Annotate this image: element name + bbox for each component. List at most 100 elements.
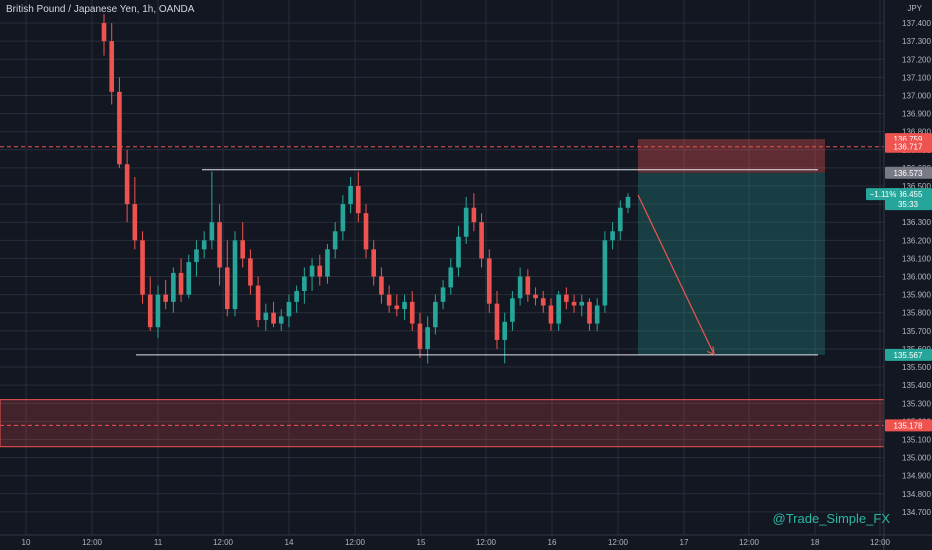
candle-body: [217, 222, 222, 268]
x-tick-label: 14: [285, 538, 294, 547]
y-tick-label: 136.900: [902, 110, 931, 119]
candle-body: [140, 240, 145, 295]
candle-body: [294, 291, 299, 302]
candle-body: [486, 258, 492, 304]
candle-body: [617, 207, 623, 232]
candle-body: [479, 222, 484, 259]
candle-body: [594, 305, 600, 324]
candle-body: [517, 276, 523, 299]
candle-body: [240, 240, 246, 259]
price-axis[interactable]: 137.400 137.300 137.200 137.100 137.000 136.9…: [883, 0, 931, 550]
y-tick-label: 136.000: [902, 273, 931, 282]
candle-body: [286, 301, 292, 317]
candle-body: [325, 249, 330, 277]
price-badge: [885, 140, 932, 153]
candles: [101, 14, 631, 364]
candle-body: [448, 267, 454, 288]
candle-body: [571, 301, 577, 306]
candle-body: [363, 213, 369, 250]
candle-body: [109, 41, 115, 92]
candle-body: [232, 240, 238, 310]
candle-body: [502, 321, 508, 340]
candle-body: [379, 276, 384, 295]
price-badge: [885, 419, 932, 432]
y-tick-label: 136.200: [902, 236, 931, 245]
watermark: @Trade_Simple_FX: [772, 511, 890, 526]
candle-body: [271, 312, 276, 324]
y-tick-label: 134.900: [902, 472, 931, 481]
candle-body: [525, 276, 531, 295]
candle-body: [540, 298, 546, 306]
candle-body: [117, 91, 122, 165]
zones: [0, 139, 885, 448]
candle-body: [386, 294, 392, 306]
candle-body: [302, 276, 307, 292]
y-tick-label: 137.000: [902, 91, 931, 100]
candle-body: [224, 267, 230, 310]
y-tick-label: 136.300: [902, 218, 931, 227]
candle-body: [355, 186, 361, 214]
candle-body: [440, 287, 446, 302]
y-tick-label: 136.500: [902, 182, 931, 191]
change-badge: [866, 188, 900, 201]
y-tick-label: 136.100: [902, 254, 931, 263]
x-tick-label: 17: [680, 538, 689, 547]
stop-loss-zone: [638, 139, 825, 173]
arrow-head: [706, 346, 715, 356]
candle-body: [587, 301, 592, 324]
candle-body: [248, 258, 253, 286]
price-badge-label: 136.573: [894, 169, 923, 178]
x-tick-label: 12:00: [739, 538, 760, 547]
price-badge-label: 135.567: [894, 351, 923, 360]
y-tick-label: 135.700: [902, 327, 931, 336]
candle-body: [533, 294, 538, 299]
candle-body: [132, 204, 138, 241]
candle-body: [124, 164, 130, 205]
currency-label: JPY: [907, 4, 922, 13]
candle-body: [579, 301, 585, 306]
price-badge: [885, 348, 932, 361]
candle-body: [255, 285, 261, 320]
price-badge: [885, 166, 932, 179]
candle-body: [371, 249, 377, 277]
x-tick-label: 10: [22, 538, 31, 547]
candle-body: [147, 294, 153, 328]
candle-body: [417, 323, 423, 349]
y-tick-label: 135.800: [902, 309, 931, 318]
candle-body: [309, 265, 315, 277]
x-tick-label: 18: [811, 538, 820, 547]
y-tick-label: 137.400: [902, 19, 931, 28]
overlays: [136, 169, 818, 356]
candle-body: [456, 236, 461, 268]
candle-body: [317, 265, 323, 277]
projection-arrow: [637, 194, 715, 355]
price-badge-label: 136.717: [894, 143, 923, 152]
y-tick-label: 134.800: [902, 490, 931, 499]
y-tick-label: 135.000: [902, 454, 931, 463]
y-tick-label: 137.300: [902, 37, 931, 46]
candle-body: [348, 186, 353, 205]
support-zone: [0, 399, 885, 448]
candle-body: [194, 249, 199, 263]
candle-body: [494, 303, 500, 340]
y-tick-label: 134.700: [902, 508, 931, 517]
candle-body: [155, 294, 161, 328]
candle-body: [340, 204, 346, 232]
y-tick-label: 135.900: [902, 291, 931, 300]
x-tick-label: 12:00: [608, 538, 629, 547]
candle-body: [278, 316, 284, 324]
y-tick-label: 136.800: [902, 128, 931, 137]
candle-body: [201, 240, 207, 250]
price-badge-label: 135.178: [894, 421, 923, 430]
x-tick-label: 12:00: [870, 538, 891, 547]
candle-body: [402, 301, 407, 310]
x-tick-label: 12:00: [345, 538, 366, 547]
y-tick-label: 137.100: [902, 73, 931, 82]
price-badge-label: 35:33: [898, 200, 919, 209]
y-tick-label: 135.500: [902, 363, 931, 372]
y-tick-label: 135.300: [902, 399, 931, 408]
time-axis[interactable]: 10 12:00 11 12:00 14 12:00 15 12:00 16 12:00 17 12:…: [0, 534, 932, 547]
